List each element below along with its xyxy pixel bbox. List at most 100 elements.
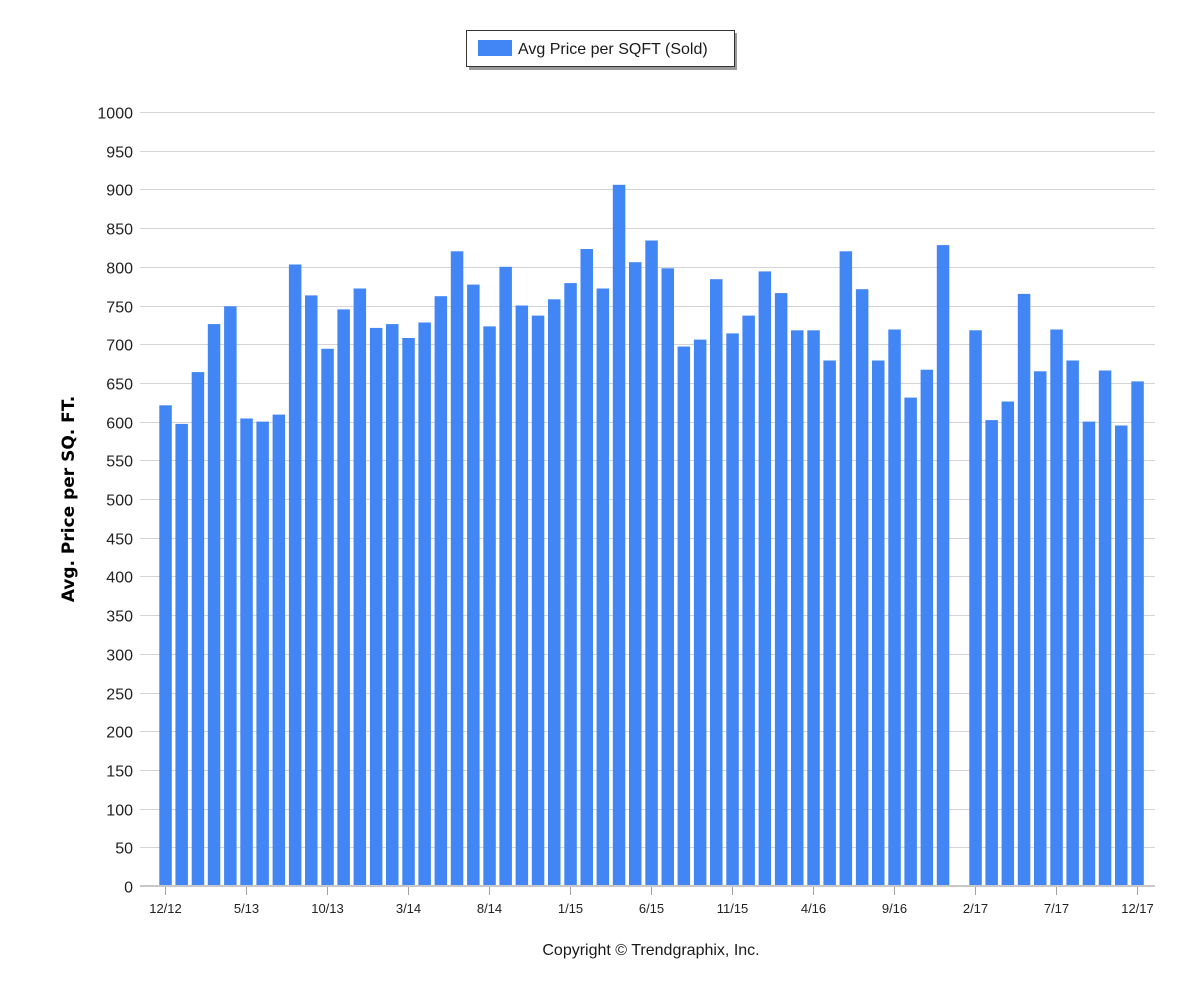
- bar[interactable]: [499, 266, 512, 886]
- bar[interactable]: [1131, 381, 1144, 886]
- y-tick-label: 0: [124, 880, 133, 897]
- bar[interactable]: [321, 348, 334, 886]
- y-tick-label: 750: [106, 300, 133, 317]
- legend[interactable]: Avg Price per SQFT (Sold): [466, 30, 738, 71]
- y-tick-label: 800: [106, 261, 133, 278]
- bar[interactable]: [1050, 329, 1063, 887]
- bar[interactable]: [402, 338, 415, 886]
- bar[interactable]: [191, 372, 205, 887]
- bar[interactable]: [337, 309, 350, 886]
- x-tick-label: 12/17: [1121, 901, 1154, 916]
- x-tick-label: 1/15: [558, 901, 583, 916]
- y-tick-label: 600: [106, 416, 133, 433]
- copyright-text: Copyright © Trendgraphix, Inc.: [542, 942, 759, 959]
- y-tick-label: 400: [106, 570, 133, 587]
- bar[interactable]: [985, 420, 998, 886]
- x-tick-label: 4/16: [801, 901, 826, 916]
- bar[interactable]: [386, 324, 399, 887]
- bar[interactable]: [483, 326, 496, 886]
- bar[interactable]: [1098, 370, 1112, 887]
- bar[interactable]: [791, 330, 804, 886]
- bar[interactable]: [710, 279, 723, 886]
- bar[interactable]: [677, 346, 691, 887]
- y-tick-label: 900: [106, 183, 133, 200]
- bar[interactable]: [159, 405, 172, 886]
- bar[interactable]: [872, 360, 885, 887]
- y-tick-label: 350: [106, 609, 133, 626]
- bar[interactable]: [1017, 293, 1031, 886]
- y-tick-label: 250: [106, 687, 133, 704]
- y-tick-label: 550: [106, 454, 133, 471]
- x-axis-tick-labels: 12/12 5/13 10/13 3/14 8/14 1/15 6/15 11/15 4/16 9…: [149, 887, 1154, 916]
- bar[interactable]: [369, 327, 383, 886]
- y-tick-label: 650: [106, 377, 133, 394]
- bar[interactable]: [450, 251, 464, 887]
- bar[interactable]: [1034, 371, 1047, 886]
- bar[interactable]: [1082, 421, 1096, 886]
- y-tick-label: 150: [106, 764, 133, 781]
- bar[interactable]: [920, 369, 934, 886]
- bar[interactable]: [596, 288, 610, 887]
- bar[interactable]: [839, 251, 853, 887]
- x-tick-label: 3/14: [396, 901, 421, 916]
- bar[interactable]: [774, 293, 788, 887]
- bar[interactable]: [661, 268, 675, 886]
- bar[interactable]: [272, 414, 286, 886]
- bar[interactable]: [564, 283, 577, 887]
- x-tick-label: 5/13: [234, 901, 259, 916]
- bar[interactable]: [207, 324, 221, 887]
- x-tick-label: 12/12: [149, 901, 182, 916]
- bar[interactable]: [823, 360, 836, 887]
- y-axis-tick-labels: 0 50 100 150 200 250 300 350 400 450 500 550 600 650 7…: [97, 106, 133, 897]
- y-tick-label: 500: [106, 493, 133, 510]
- bar[interactable]: [418, 322, 431, 887]
- bar[interactable]: [693, 339, 707, 887]
- bar[interactable]: [726, 333, 739, 886]
- x-tick-label: 9/16: [882, 901, 907, 916]
- bar[interactable]: [256, 421, 269, 886]
- bar[interactable]: [855, 289, 869, 886]
- legend-label: Avg Price per SQFT (Sold): [518, 41, 708, 58]
- bar[interactable]: [904, 397, 917, 886]
- y-tick-label: 450: [106, 532, 133, 549]
- bar[interactable]: [629, 262, 642, 886]
- y-tick-label: 300: [106, 648, 133, 665]
- x-tick-label: 7/17: [1044, 901, 1069, 916]
- x-tick-label: 8/14: [477, 901, 502, 916]
- x-tick-label: 11/15: [717, 901, 749, 916]
- bar[interactable]: [531, 315, 545, 887]
- bar[interactable]: [434, 296, 448, 886]
- bar[interactable]: [240, 418, 253, 887]
- bar[interactable]: [288, 264, 302, 887]
- bar[interactable]: [807, 330, 820, 886]
- bar[interactable]: [353, 288, 367, 887]
- y-tick-label: 200: [106, 725, 133, 742]
- x-tick-label: 2/17: [963, 901, 988, 916]
- y-tick-label: 50: [115, 841, 133, 858]
- bar[interactable]: [224, 306, 237, 886]
- bar[interactable]: [175, 423, 188, 886]
- bar[interactable]: [645, 240, 658, 887]
- bar[interactable]: [305, 295, 318, 886]
- y-tick-label: 100: [106, 803, 133, 820]
- y-tick-label: 950: [106, 145, 133, 162]
- y-axis-label: Avg. Price per SQ. FT.: [59, 396, 79, 603]
- bar[interactable]: [888, 329, 901, 887]
- bar[interactable]: [1066, 360, 1079, 887]
- y-tick-label: 850: [106, 222, 133, 239]
- bar[interactable]: [515, 305, 529, 887]
- bar[interactable]: [1115, 425, 1128, 887]
- bar[interactable]: [1001, 401, 1015, 887]
- bar[interactable]: [467, 284, 480, 887]
- bar[interactable]: [612, 184, 626, 887]
- bar[interactable]: [742, 315, 755, 887]
- bar[interactable]: [580, 249, 594, 886]
- bars: [159, 184, 1144, 887]
- x-tick-label: 10/13: [311, 901, 344, 916]
- bar[interactable]: [548, 299, 561, 886]
- y-tick-label: 1000: [97, 106, 133, 123]
- bar[interactable]: [969, 330, 982, 886]
- bar[interactable]: [758, 271, 772, 886]
- bar[interactable]: [936, 245, 950, 887]
